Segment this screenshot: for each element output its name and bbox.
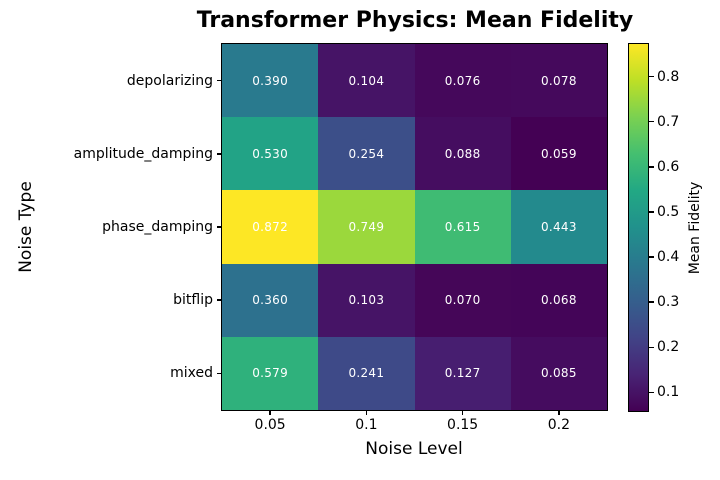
heatmap-cell-value: 0.088	[444, 146, 481, 161]
colorbar-tick-label: 0.7	[657, 113, 680, 130]
y-axis-label: Noise Type	[16, 181, 36, 273]
colorbar-tick-mark	[649, 166, 654, 168]
y-tick-mark	[217, 79, 222, 82]
heatmap-cell-value: 0.076	[444, 73, 481, 88]
colorbar-tick-label: 0.4	[657, 249, 680, 266]
x-tick-label: 0.2	[547, 417, 571, 433]
heatmap-cell: 0.103	[318, 263, 415, 337]
heatmap-cell: 0.360	[222, 263, 319, 337]
heatmap-cell: 0.530	[222, 117, 319, 191]
heatmap-cell-value: 0.070	[444, 293, 481, 308]
heatmap-cell-value: 0.615	[444, 219, 481, 234]
colorbar-tick-mark	[649, 256, 654, 258]
colorbar-label: Mean Fidelity	[687, 181, 703, 275]
heatmap-cell-value: 0.872	[252, 219, 289, 234]
heatmap-cell: 0.068	[510, 263, 607, 337]
heatmap-cell: 0.443	[510, 190, 607, 264]
y-tick-mark	[217, 299, 222, 301]
heatmap-cell-value: 0.390	[252, 73, 289, 88]
heatmap-cell: 0.254	[318, 117, 415, 191]
heatmap-cell: 0.085	[510, 336, 607, 410]
heatmap-cell-value: 0.127	[444, 366, 481, 381]
x-tick-label: 0.05	[254, 417, 286, 433]
heatmap-cell: 0.241	[318, 336, 415, 410]
heatmap-cell-value: 0.103	[348, 293, 385, 308]
x-tick-mark	[558, 410, 560, 415]
x-axis-label: Noise Level	[365, 439, 463, 459]
colorbar-tick-label: 0.1	[657, 384, 680, 401]
heatmap-cell: 0.390	[222, 44, 319, 118]
y-tick-label: amplitude_damping	[73, 145, 213, 162]
colorbar-tick-mark	[649, 211, 654, 213]
heatmap-cell-value: 0.078	[540, 73, 577, 88]
heatmap-cell-value: 0.241	[348, 366, 385, 381]
colorbar-tick-label: 0.2	[657, 339, 680, 356]
heatmap-cell-value: 0.254	[348, 146, 385, 161]
x-tick-mark	[461, 410, 464, 415]
y-tick-mark	[217, 372, 222, 375]
x-tick-mark	[365, 410, 368, 415]
heatmap-cell-value: 0.360	[252, 293, 289, 308]
colorbar-tick-label: 0.3	[657, 294, 680, 311]
y-tick-mark	[217, 226, 222, 228]
colorbar-tick-label: 0.5	[657, 203, 680, 220]
y-tick-label: mixed	[170, 365, 213, 382]
heatmap-cell-value: 0.443	[540, 219, 577, 234]
colorbar-tick-mark	[649, 346, 654, 349]
heatmap-cell-value: 0.749	[348, 219, 385, 234]
x-tick-mark	[269, 410, 271, 415]
heatmap-cell-value: 0.579	[252, 366, 289, 381]
heatmap-cell: 0.078	[510, 44, 607, 118]
heatmap-cell: 0.076	[414, 44, 511, 118]
heatmap-cell: 0.088	[414, 117, 511, 191]
colorbar-tick-mark	[649, 301, 654, 303]
colorbar-tick-label: 0.6	[657, 158, 680, 175]
y-tick-label: depolarizing	[126, 72, 213, 89]
heatmap-cell-value: 0.530	[252, 146, 289, 161]
heatmap-cell-value: 0.104	[348, 73, 385, 88]
colorbar-tick-label: 0.8	[657, 68, 680, 85]
colorbar-tick-mark	[649, 120, 654, 123]
heatmap-cell-value: 0.085	[540, 366, 577, 381]
colorbar-tick-mark	[649, 391, 654, 394]
heatmap-cell-value: 0.059	[540, 146, 577, 161]
heatmap-cell: 0.579	[222, 336, 319, 410]
heatmap-plot-area: 0.390 0.104 0.076 0.078 0.530 0.254 0.088 0.059…	[222, 44, 607, 410]
x-tick-label: 0.15	[447, 417, 479, 433]
heatmap-cell: 0.615	[414, 190, 511, 264]
heatmap-cell-value: 0.068	[540, 293, 577, 308]
heatmap-cell: 0.127	[414, 336, 511, 410]
heatmap-cell: 0.872	[222, 190, 319, 264]
x-tick-label: 0.1	[355, 417, 378, 433]
heatmap-cell: 0.749	[318, 190, 415, 264]
chart-title: Transformer Physics: Mean Fidelity	[196, 8, 634, 33]
y-tick-label: phase_damping	[102, 219, 213, 235]
y-tick-mark	[217, 153, 222, 155]
colorbar-tick-mark	[649, 75, 654, 78]
heatmap-cell: 0.104	[318, 44, 415, 118]
heatmap-cell: 0.070	[414, 263, 511, 337]
heatmap-cell: 0.059	[510, 117, 607, 191]
colorbar	[629, 44, 648, 411]
y-tick-label: bitflip	[173, 292, 213, 309]
